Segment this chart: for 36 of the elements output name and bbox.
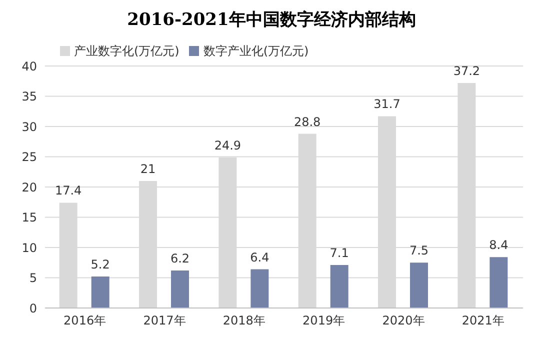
y-tick-label: 0 — [29, 301, 37, 316]
data-label: 8.4 — [489, 238, 508, 252]
x-tick-label: 2019年 — [302, 314, 346, 328]
data-label: 24.9 — [214, 138, 242, 152]
data-label: 7.5 — [409, 244, 429, 258]
bar — [91, 276, 110, 308]
x-tick-label: 2016年 — [64, 314, 106, 328]
y-tick-label: 30 — [22, 120, 37, 134]
x-tick-label: 2020年 — [382, 314, 425, 328]
data-label: 21 — [140, 162, 156, 176]
bar — [171, 270, 190, 308]
y-tick-label: 5 — [29, 271, 37, 286]
data-label: 28.8 — [294, 114, 321, 129]
bar — [410, 262, 428, 308]
data-label: 6.2 — [170, 251, 190, 266]
y-tick-label: 15 — [22, 210, 37, 225]
y-tick-label: 25 — [22, 150, 37, 164]
legend-label: 数字产业化(万亿元) — [203, 44, 309, 58]
x-tick-label: 2018年 — [222, 314, 266, 328]
data-label: 6.4 — [250, 250, 270, 264]
y-tick-label: 35 — [22, 90, 37, 104]
data-label: 5.2 — [90, 258, 110, 272]
bar — [250, 269, 269, 308]
data-label: 37.2 — [453, 64, 480, 78]
x-tick-label: 2017年 — [143, 314, 186, 328]
bar — [490, 257, 508, 308]
y-tick-label: 40 — [22, 59, 37, 74]
data-label: 17.4 — [54, 184, 82, 198]
x-tick-label: 2021年 — [462, 314, 504, 328]
data-label: 31.7 — [374, 97, 400, 112]
bar — [330, 265, 348, 308]
legend-label: 产业数字化(万亿元) — [74, 44, 180, 58]
y-tick-label: 20 — [22, 180, 37, 194]
data-label: 7.1 — [330, 246, 349, 260]
chart-title: 2016-2021年中国数字经济内部结构 — [126, 9, 417, 32]
y-tick-label: 10 — [22, 240, 37, 255]
